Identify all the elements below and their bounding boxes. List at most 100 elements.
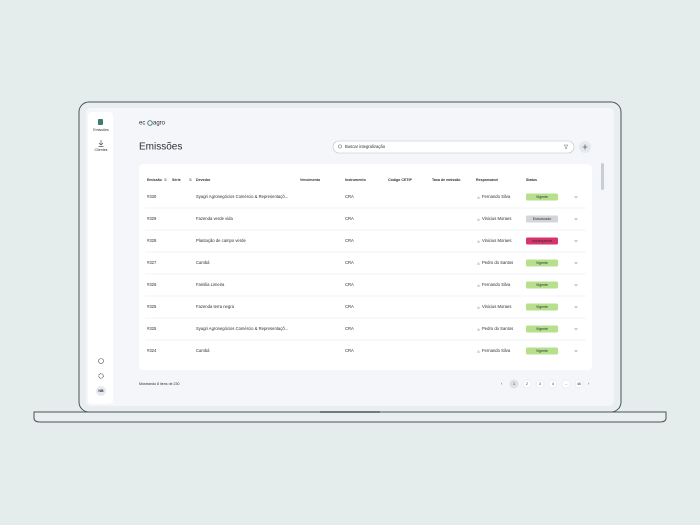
sort-icon[interactable]: ⇅: [164, 178, 168, 182]
avatar-initials: NB: [98, 389, 104, 393]
instrumento: CRA: [345, 348, 354, 353]
search-icon: [338, 144, 342, 149]
plus-icon: [582, 144, 588, 150]
responsavel: Vinicius Moraes: [482, 304, 511, 309]
expand-chevron[interactable]: [574, 328, 578, 331]
status-label: Inadimplente: [532, 239, 553, 243]
user-icon: [477, 306, 480, 309]
devedor: Fazenda verde vida: [196, 216, 233, 221]
user-icon: [477, 262, 480, 265]
column-header[interactable]: Código CETIP: [388, 178, 413, 182]
instrumento: CRA: [345, 216, 354, 221]
sort-icon[interactable]: ⇅: [189, 178, 193, 182]
page-bg: [548, 379, 558, 389]
responsavel: Pedro do Santos: [482, 260, 513, 265]
emissao-id: #324: [147, 348, 157, 353]
page-bg: [561, 379, 571, 389]
user-icon: [477, 350, 480, 353]
status-badge: [526, 281, 558, 289]
emissao-id: #326: [147, 282, 157, 287]
scrollbar[interactable]: [601, 163, 604, 190]
page-number[interactable]: ...: [565, 382, 568, 386]
devedor: Cambá: [196, 260, 210, 265]
column-header[interactable]: Vencimento: [300, 178, 321, 182]
status-badge: [526, 325, 558, 333]
emissao-id: #325: [147, 326, 157, 331]
expand-chevron[interactable]: [574, 284, 578, 287]
status-label: Vigente: [536, 305, 548, 309]
filter-icon[interactable]: [563, 144, 569, 150]
page-number[interactable]: 4: [552, 382, 554, 386]
column-header[interactable]: Responsável: [476, 178, 498, 182]
instrumento: CRA: [345, 326, 354, 331]
devedor: Cambá: [196, 348, 210, 353]
expand-chevron[interactable]: [574, 196, 578, 199]
nav-item[interactable]: Emissões: [93, 128, 109, 132]
help-icon[interactable]: [98, 358, 104, 364]
emissao-id: #328: [147, 238, 157, 243]
status-badge: [526, 193, 558, 201]
status-label: Vigente: [536, 283, 548, 287]
table: Emissão Série Devedor Vencimento Instrumento…: [145, 178, 586, 355]
expand-chevron[interactable]: [574, 240, 578, 243]
column-header[interactable]: Instrumento: [345, 178, 367, 182]
expand-chevron[interactable]: [574, 306, 578, 309]
logo-left: ec: [139, 121, 145, 127]
devedor: Syagri Agronegócios Comércio & Represent…: [196, 194, 288, 199]
icon-emissoes[interactable]: [98, 119, 103, 125]
prev-page[interactable]: ‹: [501, 381, 503, 386]
page-number[interactable]: 1: [513, 382, 515, 386]
page-number[interactable]: 3: [539, 382, 541, 386]
avatar[interactable]: [96, 386, 106, 396]
column-header[interactable]: Taxa de emissão: [432, 178, 461, 182]
search-box[interactable]: [332, 140, 575, 154]
page-bg: [535, 379, 545, 389]
user-icon: [477, 284, 480, 287]
page-bg: [574, 379, 584, 389]
devedor: Familia Limeira: [196, 282, 225, 287]
sidebar: [88, 112, 113, 404]
instrumento: CRA: [345, 282, 354, 287]
page-bg: [522, 379, 532, 389]
laptop-base: [33, 411, 667, 423]
icon-clientes[interactable]: [98, 140, 104, 147]
next-page[interactable]: ›: [588, 381, 590, 386]
page-number[interactable]: 46: [577, 382, 581, 386]
user-icon: [477, 218, 480, 221]
status-label: Estruturado: [533, 217, 552, 221]
page-title: Emissões: [139, 142, 182, 153]
nav-item[interactable]: Clientes: [95, 148, 108, 152]
expand-chevron[interactable]: [574, 218, 578, 221]
responsavel: Fernando Silva: [482, 348, 511, 353]
logo-mark: [147, 120, 153, 126]
status-badge: [526, 259, 558, 267]
emissao-id: #330: [147, 194, 157, 199]
column-header[interactable]: Status: [526, 178, 537, 182]
instrumento: CRA: [345, 260, 354, 265]
status-label: Vigente: [536, 327, 548, 331]
status-badge: [526, 303, 558, 311]
user-icon: [477, 328, 480, 331]
search-placeholder: Buscar integralização: [345, 144, 386, 149]
instrumento: CRA: [345, 238, 354, 243]
status-badge: [526, 347, 558, 355]
instrumento: CRA: [345, 304, 354, 309]
status-label: Vigente: [536, 195, 548, 199]
responsavel: Pedro do Santos: [482, 326, 513, 331]
table-card: [139, 164, 592, 370]
column-header[interactable]: Série: [172, 178, 181, 182]
expand-chevron[interactable]: [574, 350, 578, 353]
settings-icon[interactable]: [98, 373, 104, 379]
devedor: Plantação de campo verde: [196, 238, 246, 243]
column-header[interactable]: Emissão: [147, 178, 163, 182]
page-number[interactable]: 2: [526, 382, 528, 386]
responsavel: Fernando Silva: [482, 194, 511, 199]
devedor: Syagri Agronegócios Comércio & Represent…: [196, 326, 288, 331]
status-badge: [526, 237, 558, 245]
column-header[interactable]: Devedor: [196, 178, 211, 182]
expand-chevron[interactable]: [574, 262, 578, 265]
responsavel: Fernando Silva: [482, 282, 511, 287]
current-page: [509, 379, 519, 389]
emissao-id: #327: [147, 260, 157, 265]
